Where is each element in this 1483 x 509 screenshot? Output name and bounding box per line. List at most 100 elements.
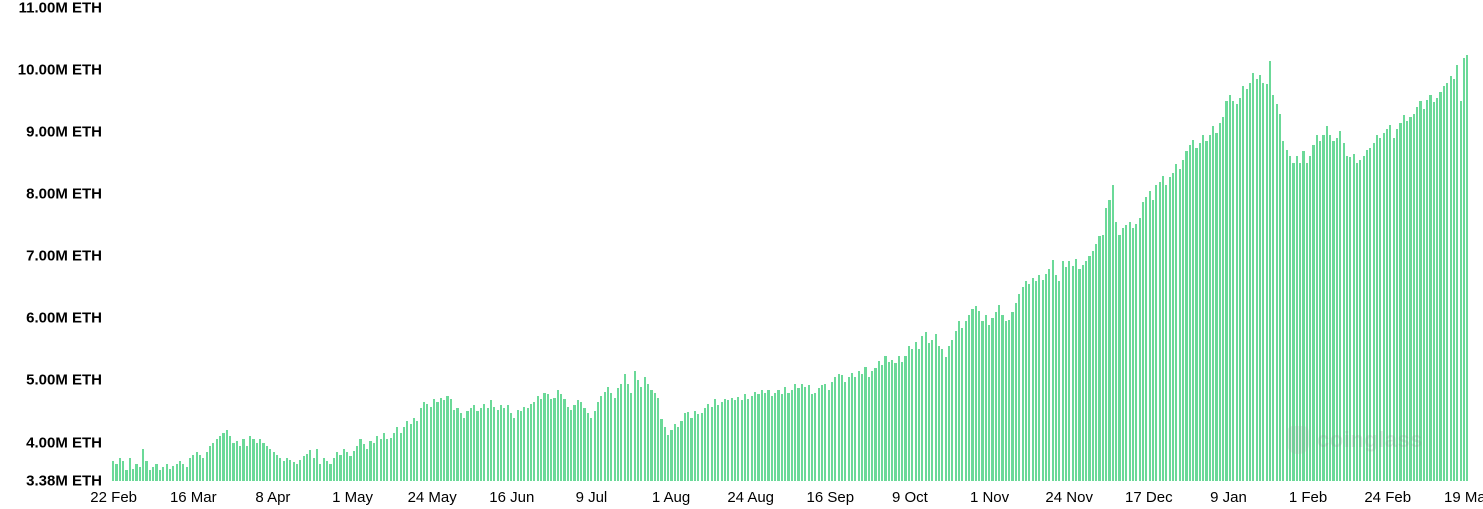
bar xyxy=(965,321,967,481)
bar xyxy=(1199,143,1201,481)
bar xyxy=(958,321,960,481)
y-axis: 11.00M ETH10.00M ETH9.00M ETH8.00M ETH7.… xyxy=(0,0,110,509)
bar xyxy=(1202,135,1204,481)
bar xyxy=(169,469,171,481)
bar xyxy=(811,394,813,481)
bar xyxy=(1379,138,1381,481)
bar xyxy=(1259,75,1261,481)
bar xyxy=(115,464,117,481)
bar xyxy=(1316,135,1318,481)
bar xyxy=(176,464,178,481)
bar xyxy=(764,393,766,481)
bar xyxy=(416,421,418,481)
bar xyxy=(242,439,244,481)
bar xyxy=(881,365,883,481)
bar xyxy=(196,452,198,481)
bar xyxy=(142,449,144,481)
bar xyxy=(955,331,957,481)
bar xyxy=(1132,228,1134,481)
bar xyxy=(1332,141,1334,481)
x-tick-label: 1 Aug xyxy=(652,489,690,506)
bar xyxy=(657,398,659,481)
bar xyxy=(1215,133,1217,481)
bar xyxy=(680,421,682,481)
y-tick-label: 5.00M ETH xyxy=(26,372,102,389)
bar xyxy=(410,424,412,481)
bar xyxy=(898,356,900,481)
bar xyxy=(1068,261,1070,481)
bar xyxy=(390,438,392,481)
bar xyxy=(186,467,188,481)
bar xyxy=(1419,101,1421,481)
bar xyxy=(1242,86,1244,481)
bar xyxy=(874,368,876,481)
bar xyxy=(440,398,442,481)
bar xyxy=(313,458,315,481)
bar xyxy=(460,413,462,481)
bar xyxy=(1296,156,1298,481)
bar xyxy=(741,400,743,481)
bar xyxy=(216,439,218,481)
bar xyxy=(818,388,820,481)
bar xyxy=(296,464,298,481)
bar xyxy=(991,318,993,481)
bar xyxy=(1336,138,1338,481)
bar xyxy=(864,367,866,481)
bar xyxy=(333,458,335,481)
bar xyxy=(650,390,652,481)
bar xyxy=(848,377,850,481)
bar xyxy=(483,404,485,481)
bar xyxy=(921,336,923,481)
bar xyxy=(794,384,796,481)
bar xyxy=(975,306,977,481)
bar xyxy=(229,436,231,481)
bar xyxy=(931,340,933,481)
bar xyxy=(145,461,147,481)
bar xyxy=(600,396,602,481)
bar xyxy=(694,411,696,481)
bar xyxy=(1249,83,1251,482)
bar xyxy=(1172,173,1174,482)
bar xyxy=(1028,284,1030,481)
bar xyxy=(135,464,137,481)
bar xyxy=(751,396,753,481)
bar xyxy=(797,388,799,481)
bar xyxy=(1085,261,1087,481)
bar xyxy=(1195,148,1197,481)
bar xyxy=(1396,129,1398,481)
bar xyxy=(1005,321,1007,481)
bar xyxy=(199,455,201,481)
bar xyxy=(323,458,325,481)
bar xyxy=(219,436,221,481)
bar xyxy=(1058,281,1060,481)
bar xyxy=(273,452,275,481)
bar xyxy=(1112,185,1114,481)
bar xyxy=(1356,163,1358,481)
bar xyxy=(1299,163,1301,481)
x-tick-label: 19 Mar xyxy=(1444,489,1483,506)
bar xyxy=(951,340,953,481)
y-tick-label: 8.00M ETH xyxy=(26,186,102,203)
x-tick-label: 16 Jun xyxy=(489,489,534,506)
bar xyxy=(1082,265,1084,481)
bar xyxy=(908,346,910,481)
bar xyxy=(1155,185,1157,481)
bar xyxy=(834,377,836,481)
bar xyxy=(1025,281,1027,481)
bar xyxy=(1182,160,1184,481)
x-tick-label: 24 Feb xyxy=(1364,489,1411,506)
bar xyxy=(828,390,830,481)
bar xyxy=(316,449,318,481)
bar xyxy=(670,430,672,481)
bar xyxy=(1165,185,1167,481)
bar xyxy=(684,413,686,481)
bar xyxy=(717,405,719,481)
bar xyxy=(978,311,980,481)
bar xyxy=(453,410,455,481)
bar xyxy=(1105,208,1107,481)
bar xyxy=(871,371,873,481)
bar xyxy=(159,470,161,481)
bar xyxy=(1022,287,1024,481)
bar xyxy=(637,380,639,481)
bar xyxy=(784,387,786,481)
